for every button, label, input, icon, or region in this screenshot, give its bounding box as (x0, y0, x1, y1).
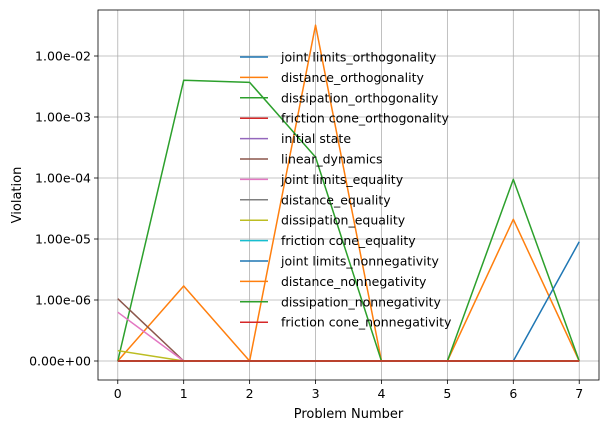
legend-label-joint-limits-orthogonality: joint limits_orthogonality (280, 50, 437, 65)
y-tick-label: 1.00e-05 (35, 232, 91, 247)
legend-label-initial-state: initial state (281, 131, 351, 146)
legend-label-dissipation-orthogonality: dissipation_orthogonality (281, 90, 439, 105)
x-tick-label: 3 (312, 386, 320, 401)
grid-lines (98, 10, 599, 380)
x-tick-label: 5 (443, 386, 451, 401)
legend-label-linear-dynamics: linear_dynamics (281, 152, 383, 167)
y-axis-ticks: 0.00e+00 1.00e-06 1.00e-05 1.00e-04 1.00e-03… (29, 49, 98, 369)
x-axis-ticks: 0 1 2 3 4 5 6 7 (114, 380, 583, 401)
y-tick-label: 1.00e-02 (35, 49, 91, 64)
legend-label-distance-orthogonality: distance_orthogonality (281, 70, 424, 85)
series-line-dissipation-orthogonality (117, 79, 580, 362)
series-line-distance-orthogonality (117, 24, 580, 362)
x-tick-label: 6 (509, 386, 517, 401)
legend-label-joint-limits-equality: joint limits_equality (280, 172, 404, 187)
y-tick-label: 1.00e-03 (35, 110, 91, 125)
y-axis-label: Violation (10, 167, 25, 224)
x-axis-label: Problem Number (294, 407, 404, 422)
y-tick-label: 0.00e+00 (29, 354, 91, 369)
legend-label-dissipation-nonnegativity: dissipation_nonnegativity (281, 294, 442, 309)
y-tick-label: 1.00e-06 (35, 293, 91, 308)
legend-label-friction-cone-orthogonality: friction cone_orthogonality (281, 111, 449, 126)
series-line-dissipation-equality (117, 349, 580, 362)
x-tick-label: 2 (246, 386, 254, 401)
x-tick-label: 4 (377, 386, 385, 401)
plot-area-frame (97, 9, 600, 381)
y-tick-label: 1.00e-04 (35, 171, 91, 186)
legend-label-dissipation-equality: dissipation_equality (281, 213, 406, 228)
legend-label-joint-limits-nonnegativity: joint limits_nonnegativity (280, 254, 439, 269)
x-tick-label: 1 (180, 386, 188, 401)
legend-label-friction-cone-nonnegativity: friction cone_nonnegativity (281, 315, 452, 330)
legend-label-friction-cone-equality: friction cone_equality (281, 233, 416, 248)
series-lines (117, 24, 580, 362)
x-tick-label: 0 (114, 386, 122, 401)
legend-label-distance-nonnegativity: distance_nonnegativity (281, 274, 427, 289)
legend: joint limits_orthogonality distance_ortho… (240, 50, 452, 330)
x-tick-label: 7 (575, 386, 583, 401)
legend-label-distance-equality: distance_equality (281, 192, 391, 207)
